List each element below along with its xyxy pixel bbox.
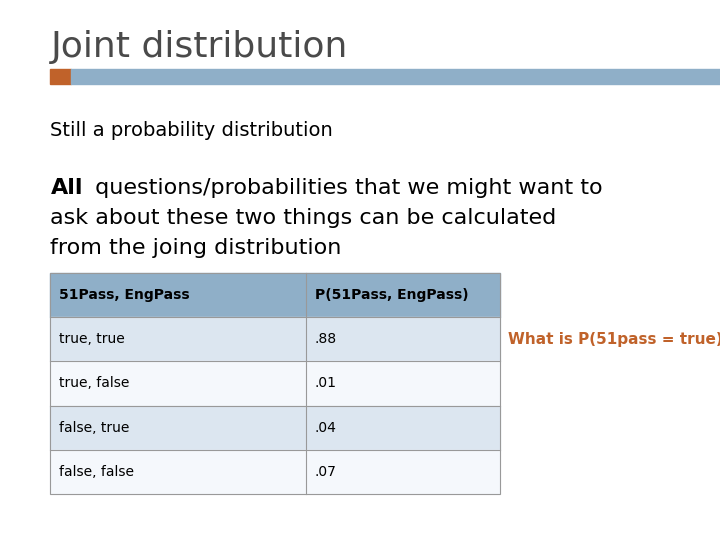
Bar bbox=[306, 273, 500, 317]
Text: from the joing distribution: from the joing distribution bbox=[50, 238, 342, 258]
Text: Joint distribution: Joint distribution bbox=[50, 30, 348, 64]
Text: Still a probability distribution: Still a probability distribution bbox=[50, 122, 333, 140]
Text: What is P(51pass = true)?: What is P(51pass = true)? bbox=[508, 332, 720, 347]
Text: .07: .07 bbox=[315, 465, 336, 479]
Text: false, true: false, true bbox=[59, 421, 130, 435]
Bar bbox=[306, 450, 500, 494]
Text: All: All bbox=[50, 178, 83, 198]
Bar bbox=[50, 406, 306, 450]
Text: 51Pass, EngPass: 51Pass, EngPass bbox=[59, 288, 189, 302]
Bar bbox=[50, 273, 306, 317]
Text: .04: .04 bbox=[315, 421, 336, 435]
Text: questions/probabilities that we might want to: questions/probabilities that we might wa… bbox=[88, 178, 603, 198]
Bar bbox=[50, 69, 71, 84]
Text: P(51Pass, EngPass): P(51Pass, EngPass) bbox=[315, 288, 468, 302]
Bar bbox=[50, 450, 306, 494]
Bar bbox=[71, 69, 720, 84]
Text: false, false: false, false bbox=[59, 465, 134, 479]
Bar bbox=[306, 317, 500, 361]
Text: true, true: true, true bbox=[59, 332, 125, 346]
Bar bbox=[50, 317, 306, 361]
Bar bbox=[306, 406, 500, 450]
Text: .01: .01 bbox=[315, 376, 337, 390]
Text: .88: .88 bbox=[315, 332, 337, 346]
Bar bbox=[306, 361, 500, 406]
Bar bbox=[50, 361, 306, 406]
Bar bbox=[50, 273, 500, 494]
Text: ask about these two things can be calculated: ask about these two things can be calcul… bbox=[50, 208, 557, 228]
Text: true, false: true, false bbox=[59, 376, 130, 390]
